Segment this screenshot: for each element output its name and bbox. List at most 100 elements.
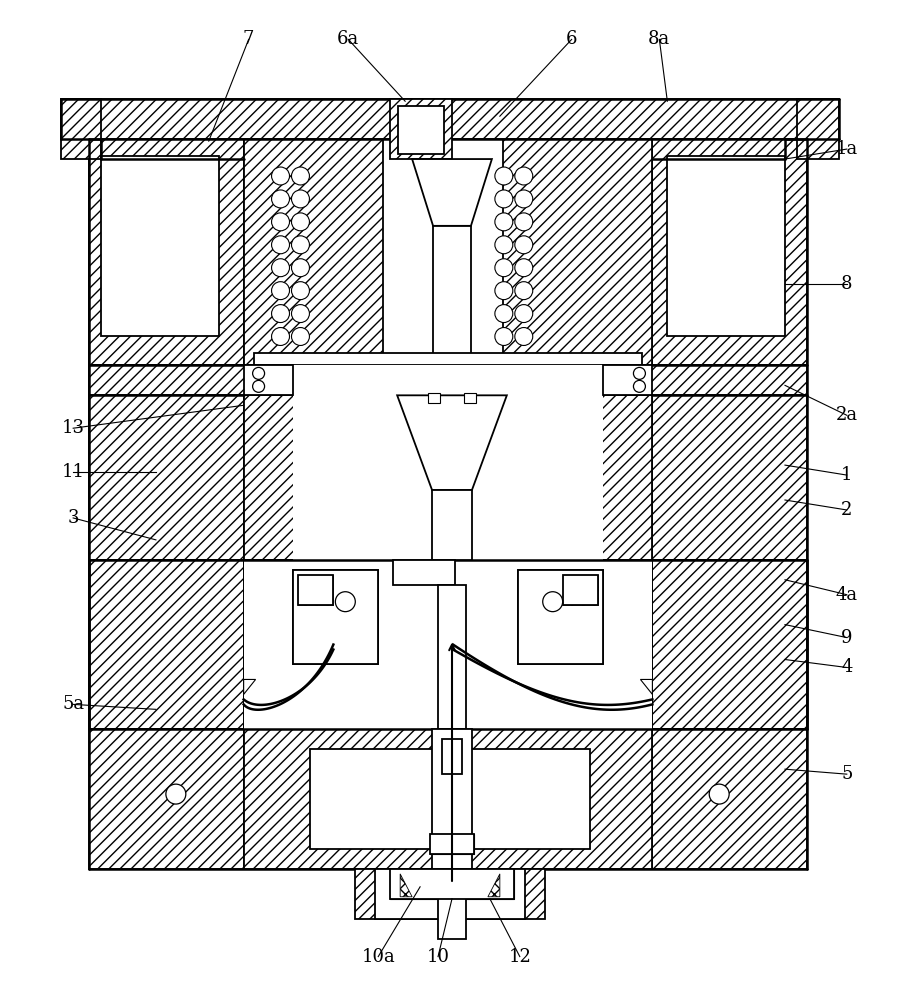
Polygon shape (412, 159, 492, 226)
Bar (432, 729, 472, 869)
Circle shape (515, 259, 533, 277)
Bar (62, 99, 839, 139)
Bar (603, 365, 653, 395)
Bar (438, 585, 466, 729)
Circle shape (272, 328, 290, 345)
Bar (653, 139, 807, 365)
Bar (310, 749, 589, 849)
Circle shape (272, 259, 290, 277)
Text: 10: 10 (426, 948, 450, 966)
Circle shape (291, 167, 310, 185)
Circle shape (634, 380, 645, 392)
Text: 2a: 2a (835, 406, 858, 424)
Text: 1a: 1a (835, 140, 858, 158)
Text: 6: 6 (566, 30, 577, 48)
Circle shape (252, 380, 264, 392)
Text: 10a: 10a (361, 948, 395, 966)
Bar (464, 393, 476, 403)
Bar (503, 139, 653, 365)
Text: 9: 9 (841, 629, 853, 647)
Bar (243, 560, 653, 729)
Bar (653, 729, 807, 869)
Text: 7: 7 (243, 30, 254, 48)
Circle shape (291, 213, 310, 231)
Bar (89, 395, 243, 560)
Circle shape (515, 167, 533, 185)
Bar (243, 139, 383, 365)
Circle shape (166, 784, 186, 804)
Circle shape (710, 784, 729, 804)
Circle shape (495, 282, 513, 300)
Bar (653, 395, 807, 560)
Bar (390, 869, 514, 899)
Text: 4a: 4a (835, 586, 858, 604)
Text: 6a: 6a (338, 30, 359, 48)
Circle shape (291, 305, 310, 323)
Bar (390, 869, 514, 899)
Circle shape (272, 236, 290, 254)
Circle shape (515, 213, 533, 231)
Circle shape (272, 282, 290, 300)
Bar (243, 560, 373, 729)
Circle shape (495, 167, 513, 185)
Bar (243, 365, 653, 395)
Bar (299, 575, 333, 605)
Bar (243, 365, 293, 395)
Text: 5a: 5a (62, 695, 84, 713)
Bar (797, 99, 839, 159)
Circle shape (495, 236, 513, 254)
Circle shape (272, 213, 290, 231)
Bar (299, 575, 333, 605)
Text: 12: 12 (509, 948, 531, 966)
Circle shape (515, 190, 533, 208)
Bar (293, 570, 378, 664)
Text: 13: 13 (62, 419, 85, 437)
Bar (393, 560, 455, 585)
Bar (518, 570, 603, 664)
Circle shape (291, 236, 310, 254)
Circle shape (291, 282, 310, 300)
Circle shape (495, 190, 513, 208)
Text: 11: 11 (62, 463, 85, 481)
Bar (89, 729, 243, 869)
Text: 1: 1 (841, 466, 853, 484)
Circle shape (495, 213, 513, 231)
Bar (390, 99, 452, 159)
Bar (293, 570, 378, 664)
Bar (376, 869, 525, 919)
Circle shape (515, 282, 533, 300)
Polygon shape (400, 874, 412, 897)
Circle shape (515, 236, 533, 254)
Circle shape (495, 328, 513, 345)
Bar (243, 729, 653, 869)
Circle shape (495, 259, 513, 277)
Bar (428, 393, 440, 403)
Circle shape (291, 328, 310, 345)
Circle shape (291, 259, 310, 277)
Bar (653, 560, 807, 729)
Bar (563, 575, 597, 605)
Bar (433, 226, 471, 365)
Bar (667, 156, 785, 336)
Bar (253, 353, 643, 365)
Bar (89, 139, 243, 729)
Bar (430, 834, 474, 854)
Bar (518, 570, 603, 664)
Circle shape (272, 190, 290, 208)
Polygon shape (243, 679, 255, 694)
Bar (243, 395, 653, 560)
Bar (101, 156, 219, 336)
Bar (398, 106, 444, 154)
Circle shape (336, 592, 356, 612)
Text: 2: 2 (841, 501, 853, 519)
Circle shape (272, 167, 290, 185)
Circle shape (543, 592, 563, 612)
Circle shape (252, 367, 264, 379)
Bar (356, 869, 545, 919)
Polygon shape (641, 679, 653, 694)
Bar (442, 739, 462, 774)
Circle shape (634, 367, 645, 379)
Text: 4: 4 (841, 658, 853, 676)
Polygon shape (488, 874, 500, 897)
Circle shape (291, 190, 310, 208)
